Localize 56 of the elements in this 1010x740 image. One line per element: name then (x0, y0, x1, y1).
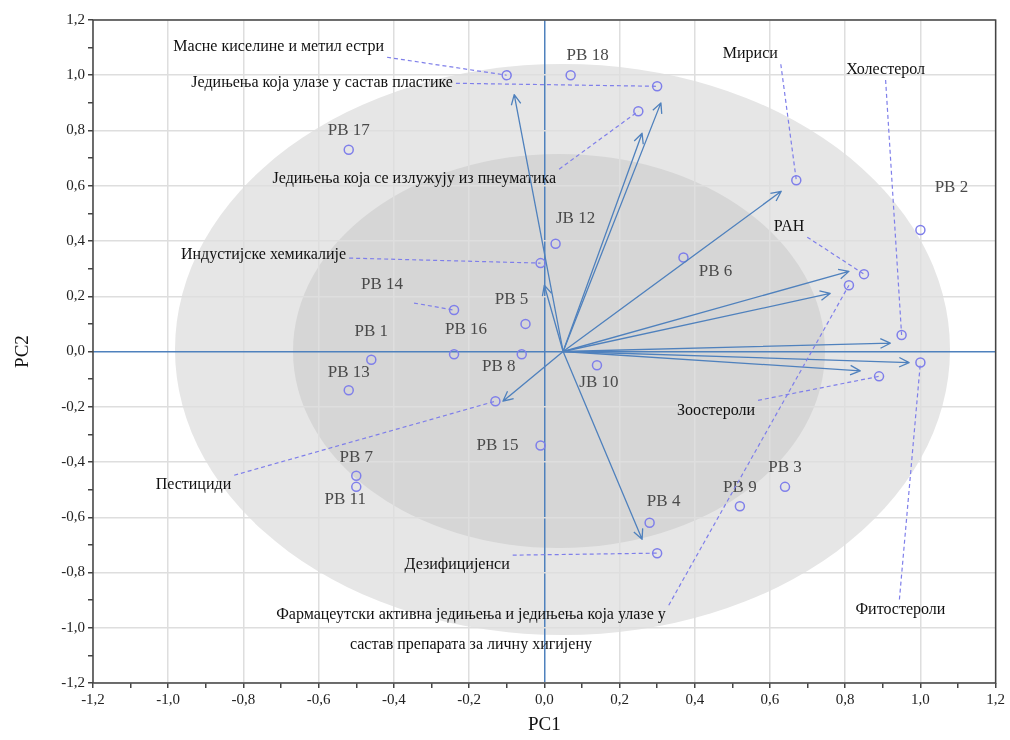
y-tick-label: 0,6 (66, 176, 86, 193)
data-label: РВ 4 (646, 491, 681, 511)
y-tick-label: -1,2 (61, 673, 85, 690)
annotation: Пестициди (155, 475, 232, 494)
y-tick-label: 0,0 (66, 342, 85, 359)
y-tick-label: 1,0 (66, 66, 85, 83)
y-tick-label: -1,0 (61, 618, 85, 635)
y-tick-label: -0,4 (61, 452, 86, 469)
y-tick-label: 0,8 (66, 121, 85, 138)
y-tick-label: -0,2 (61, 397, 85, 414)
y-tick-label: 0,4 (66, 231, 86, 248)
annotation: Дезифицијенси (404, 555, 511, 574)
data-label: РВ 11 (324, 489, 366, 509)
x-tick-label: 0,6 (760, 690, 780, 707)
data-label: РВ 9 (723, 476, 757, 496)
annotation: Холестерол (846, 60, 926, 79)
x-tick-label: 0,4 (685, 690, 705, 707)
y-tick-label: 1,2 (66, 10, 85, 27)
data-label: РВ 15 (476, 434, 519, 454)
y-tick-label: 0,2 (66, 287, 85, 304)
x-tick-label: -0,6 (306, 690, 332, 707)
data-label: РВ 14 (361, 273, 404, 293)
data-label: РВ 16 (445, 318, 488, 338)
data-label: РВ 2 (934, 177, 969, 197)
annotation: Фитостероли (855, 599, 946, 618)
annotation: Индустијске хемикалије (180, 245, 347, 264)
x-axis-title: PC1 (527, 712, 561, 734)
x-tick-label: 0,8 (835, 690, 855, 707)
x-tick-label: 1,0 (911, 690, 930, 707)
annotation: Једињења која улазе у састав пластике (191, 72, 453, 91)
data-label: РВ 6 (698, 261, 733, 281)
x-tick-label: -1,0 (156, 690, 181, 707)
data-label: ЈВ 10 (579, 371, 619, 391)
y-tick-label: -0,8 (61, 563, 85, 580)
annotation: Зоостероли (677, 400, 756, 419)
annotation: Мириси (722, 44, 779, 63)
data-label: РВ 17 (327, 120, 371, 140)
y-axis-title: PC2 (11, 335, 33, 368)
data-label: ЈВ 12 (555, 208, 596, 228)
x-tick-label: -0,4 (382, 690, 407, 707)
data-label: РВ 8 (481, 355, 516, 375)
data-label: РВ 13 (327, 361, 370, 381)
data-label: РВ 3 (768, 457, 802, 477)
annotation: PAH (773, 217, 805, 235)
x-tick-label: -0,8 (231, 690, 256, 707)
annotation: Масне киселине и метил естри (173, 37, 385, 56)
data-label: РВ 5 (494, 289, 529, 309)
data-label: РВ 1 (354, 321, 389, 341)
x-tick-label: 0,2 (610, 690, 629, 707)
data-label: РВ 7 (339, 447, 374, 467)
y-tick-label: -0,6 (61, 508, 86, 525)
x-tick-label: 0,0 (534, 690, 554, 707)
x-tick-label: 1,2 (986, 690, 1005, 707)
data-label: РВ 18 (566, 44, 609, 64)
x-tick-label: -0,2 (457, 690, 481, 707)
x-tick-label: -1,2 (81, 690, 105, 707)
